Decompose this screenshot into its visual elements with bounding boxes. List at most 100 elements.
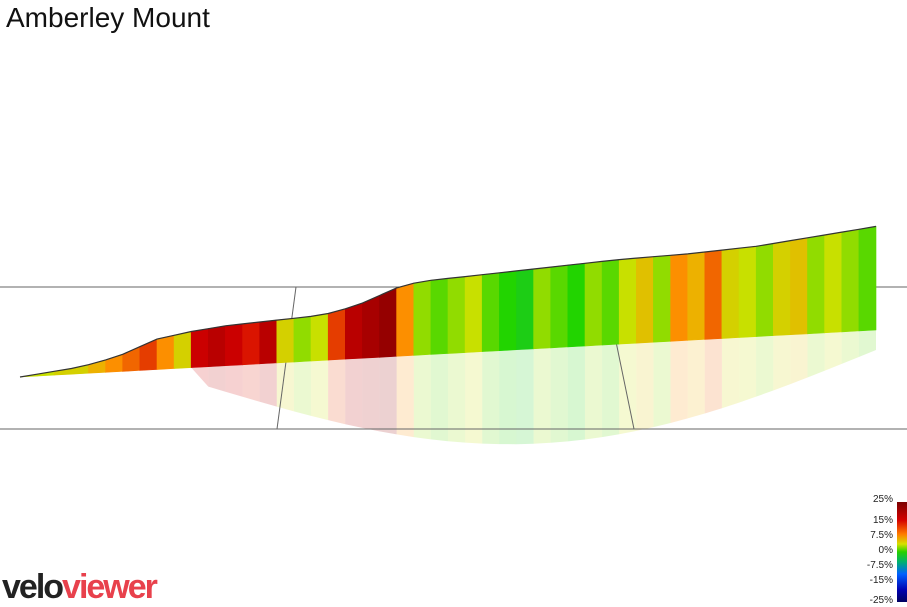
profile-shadow-segment: [824, 331, 842, 371]
profile-gradient-segment: [362, 295, 380, 359]
profile-shadow-segment: [499, 349, 517, 445]
profile-gradient-segment: [481, 272, 500, 352]
logo-viewer-text: viewer: [62, 568, 158, 606]
profile-shadow-segment: [345, 358, 363, 428]
profile-shadow-segment: [584, 345, 603, 440]
profile-shadow-segment: [516, 348, 534, 445]
profile-gradient-segment: [310, 313, 329, 362]
profile-shadow-segment: [773, 334, 791, 391]
veloviewer-logo[interactable]: veloviewer: [2, 568, 158, 606]
profile-gradient-segment: [464, 274, 483, 353]
profile-gradient-segment: [584, 261, 603, 347]
profile-shadow-segment: [259, 362, 277, 407]
profile-shadow-segment: [739, 336, 757, 403]
profile-gradient-segment: [653, 254, 671, 343]
profile-gradient-segment: [635, 256, 654, 344]
profile-gradient-segment: [413, 279, 432, 356]
profile-shadow-segment: [550, 346, 568, 443]
profile-shadow-segment: [841, 330, 859, 364]
profile-shadow-segment: [619, 343, 637, 435]
profile-gradient-segment: [327, 308, 346, 361]
chart-title: Amberley Mount: [6, 2, 210, 33]
profile-shadow-segment: [191, 366, 209, 387]
profile-gradient-segment: [738, 245, 757, 338]
profile-shadow-segment: [704, 338, 722, 414]
profile-gradient-segment: [858, 226, 877, 332]
profile-shadow-segment: [465, 351, 483, 444]
profile-shadow-segment: [756, 335, 774, 397]
profile-gradient-segment: [567, 262, 586, 348]
profile-shadow-segment: [413, 354, 431, 440]
profile-shadow-segment: [482, 350, 500, 445]
profile-gradient-segment: [276, 317, 295, 364]
gradient-colorbar: [897, 502, 907, 602]
profile-gradient-segment: [550, 264, 569, 349]
profile-slices: [19, 226, 877, 378]
profile-gradient-segment: [259, 319, 278, 365]
profile-shadow-segment: [430, 353, 448, 442]
profile-gradient-segment: [618, 257, 637, 345]
profile-ridge-line: [19, 225, 877, 378]
profile-gradient-segment: [824, 231, 843, 334]
profile-shadow-segment: [242, 363, 260, 402]
profile-shadow-segment: [670, 340, 688, 424]
frame-line: [613, 331, 635, 430]
profile-gradient-segment: [447, 276, 466, 354]
profile-gradient-segment: [173, 331, 192, 369]
profile-shadow-segment: [225, 364, 243, 397]
legend-label: -25%: [869, 595, 893, 606]
profile-shadow-segment: [790, 333, 808, 385]
profile-gradient-segment: [687, 251, 706, 341]
profile-shadow-segment: [362, 357, 380, 432]
profile-shadow-segment: [636, 342, 654, 431]
profile-ground-shadow: [20, 330, 876, 445]
profile-shadow-segment: [328, 359, 346, 425]
profile-shadow-segment: [858, 330, 876, 357]
profile-gradient-segment: [790, 237, 808, 336]
profile-gradient-segment: [807, 234, 825, 335]
profile-shadow-segment: [807, 332, 825, 378]
profile-gradient-segment: [396, 282, 415, 357]
profile-gradient-segment: [601, 259, 620, 346]
legend-label: 25%: [872, 494, 893, 505]
profile-gradient-segment: [379, 287, 397, 358]
gradient-legend: 25% 15% 7.5% 0% -7.5% -15% -25%: [836, 494, 907, 607]
legend-label: -7.5%: [866, 560, 893, 571]
profile-gradient-segment: [772, 240, 791, 336]
profile-shadow-segment: [208, 365, 226, 392]
profile-gradient-segment: [430, 278, 449, 355]
profile-shadow-segment: [396, 355, 414, 438]
legend-label: 15%: [872, 515, 893, 526]
logo-velo-text: velo: [2, 568, 64, 606]
profile-shadow-segment: [311, 360, 329, 421]
profile-gradient-segment: [704, 249, 723, 340]
profile-gradient-segment: [190, 328, 209, 368]
profile-gradient-segment: [344, 302, 363, 360]
profile-gradient-segment: [533, 266, 552, 350]
profile-gradient-segment: [225, 323, 243, 367]
profile-gradient-segment: [670, 253, 689, 342]
profile-gradient-segment: [208, 325, 226, 368]
profile-shadow-segment: [533, 347, 551, 444]
profile-gradient-segment: [293, 316, 312, 363]
profile-shadow-segment: [379, 356, 397, 435]
profile-gradient-segment: [242, 321, 261, 366]
profile-shadow-segment: [602, 344, 620, 438]
profile-shadow-segment: [653, 341, 671, 428]
profile-gradient-segment: [156, 334, 175, 370]
legend-label: 7.5%: [870, 530, 893, 541]
profile-gradient-segment: [139, 338, 158, 371]
profile-shadow-segment: [567, 345, 585, 442]
profile-gradient-segment: [499, 270, 517, 352]
profile-gradient-segment: [516, 268, 534, 351]
profile-gradient-segment: [755, 243, 774, 337]
profile-gradient-segment: [721, 247, 740, 339]
profile-gradient-segment: [841, 228, 860, 333]
profile-shadow-segment: [448, 352, 466, 443]
legend-label: 0%: [878, 545, 893, 556]
profile-shadow-segment: [687, 339, 705, 419]
profile-shadow-segment: [721, 337, 740, 409]
profile-shadow-segment: [293, 361, 312, 416]
legend-label: -15%: [869, 575, 893, 586]
